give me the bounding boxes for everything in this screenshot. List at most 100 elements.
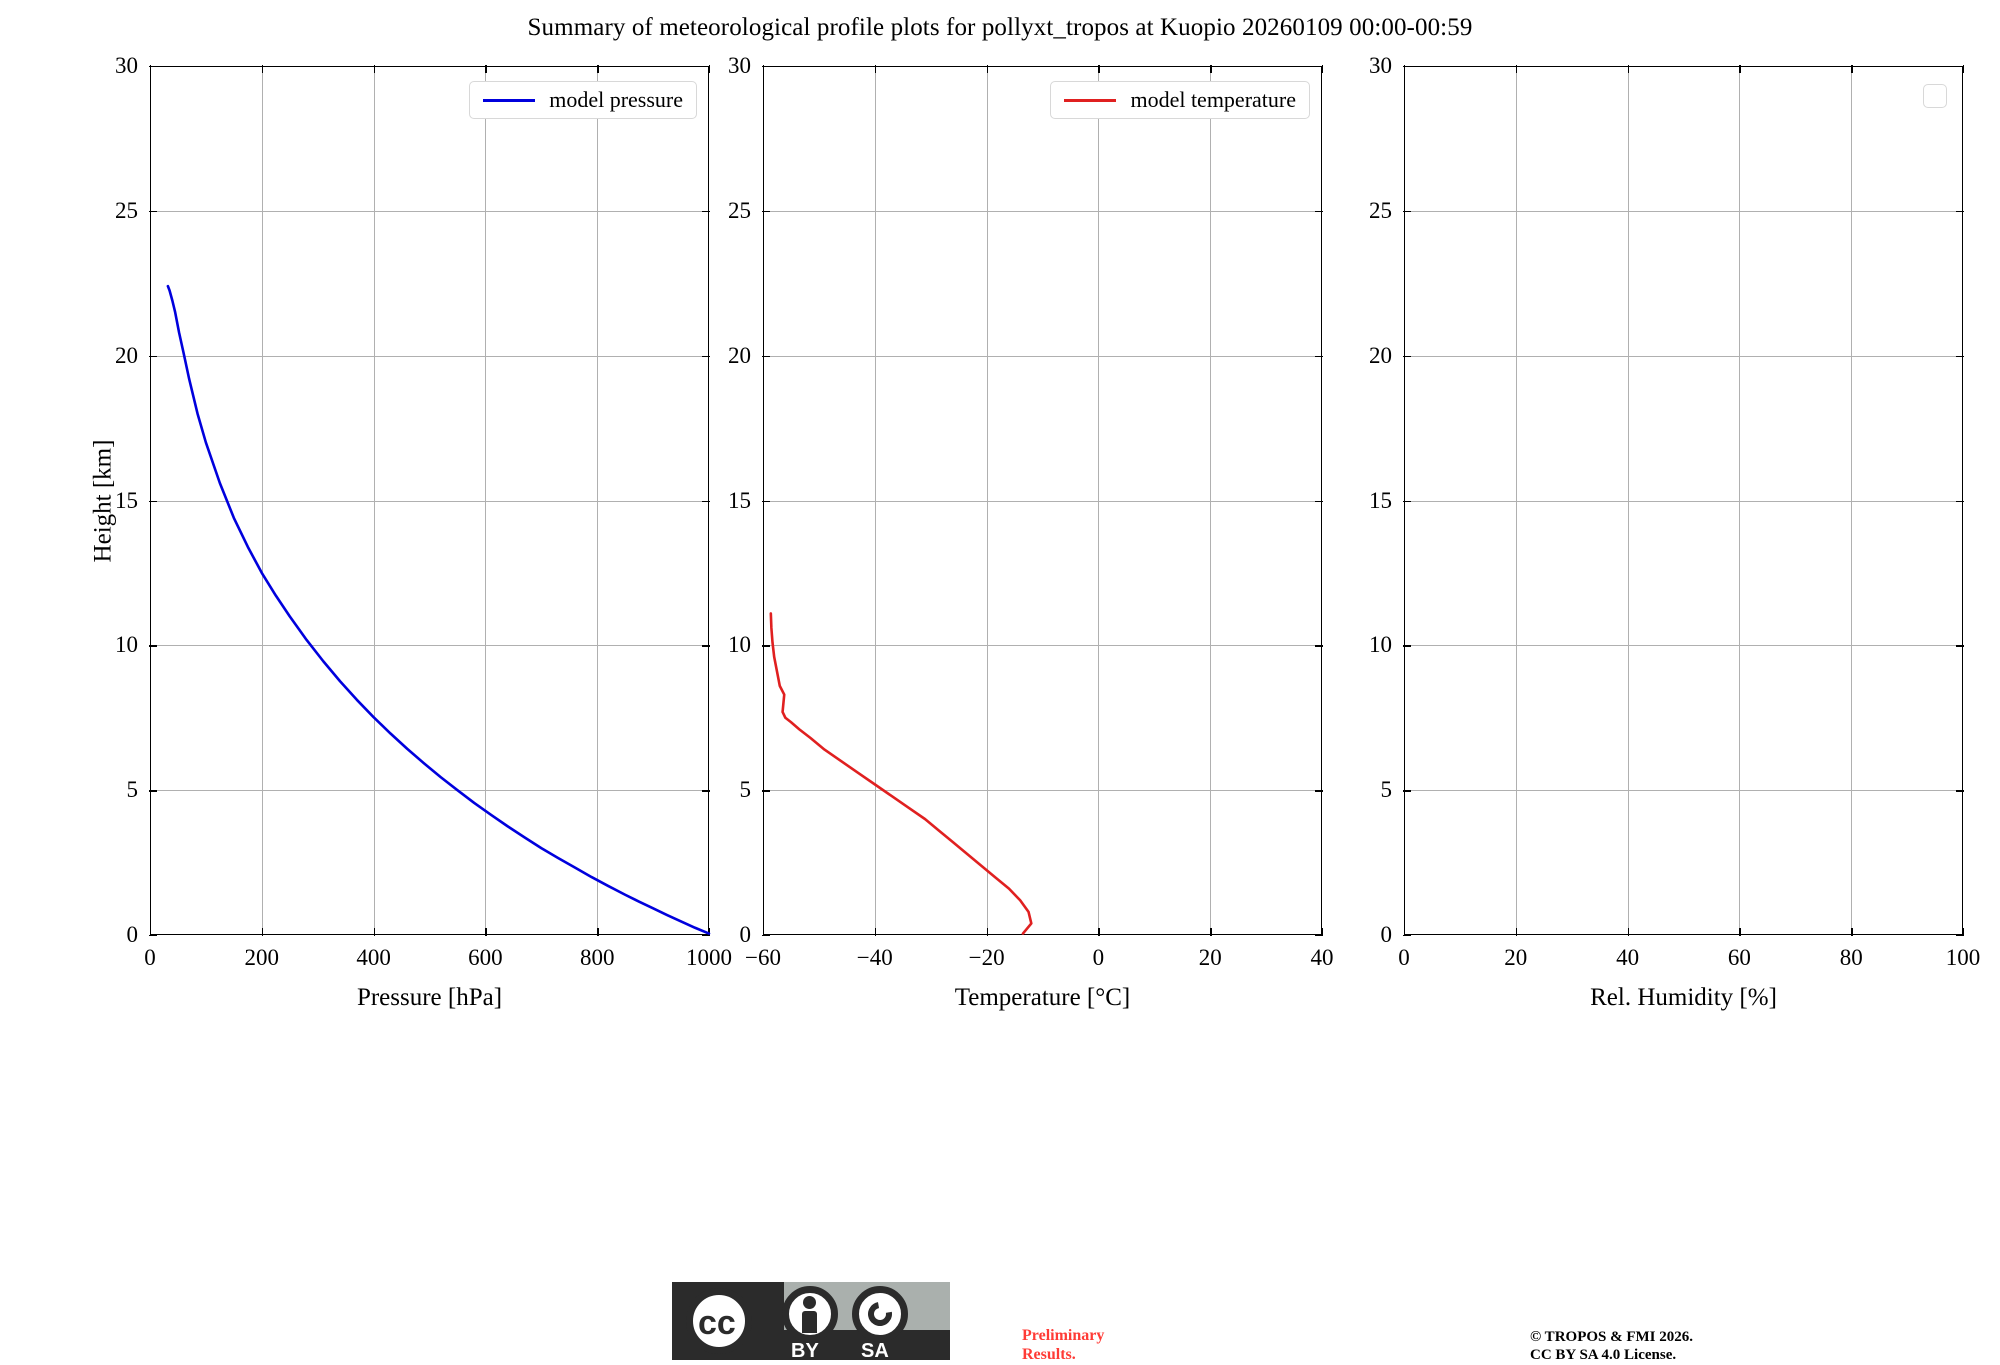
y-tick-mark — [762, 66, 770, 68]
copyright-line-2: CC BY SA 4.0 License. — [1530, 1347, 1677, 1363]
xaxis-title-pressure: Pressure [hPa] — [356, 984, 503, 1011]
x-tick-label: 400 — [356, 945, 391, 970]
series-layer — [166, 284, 711, 935]
panel-pressure: Height [km] Pressure [hPa] model pressur… — [89, 53, 732, 1011]
y-tick-label: 15 — [1369, 487, 1392, 513]
figure-title: Summary of meteorological profile plots … — [527, 14, 1473, 41]
x-tick-mark — [261, 928, 264, 936]
y-tick-label: 10 — [115, 632, 138, 658]
y-tick-label: 10 — [728, 632, 751, 658]
x-tick-mark — [1627, 65, 1629, 73]
x-tick-label: 1000 — [686, 945, 732, 970]
y-tick-label: 30 — [728, 53, 751, 78]
y-tick-label: 20 — [1369, 342, 1392, 368]
gridline-horizontal — [1404, 210, 1963, 212]
y-tick-mark — [762, 935, 770, 937]
gridline-horizontal — [763, 355, 1322, 357]
legend-line-pressure — [483, 98, 536, 102]
x-tick-mark — [485, 65, 487, 73]
preliminary-line-2: Results. — [1022, 1345, 1076, 1363]
legend-label-pressure: model pressure — [549, 87, 683, 112]
x-tick-mark — [1515, 928, 1518, 936]
x-tick-mark — [597, 928, 599, 936]
y-tick-label: 0 — [1380, 922, 1393, 947]
legend-line-temperature — [1064, 98, 1117, 102]
y-tick-mark — [1315, 935, 1323, 937]
y-tick-mark — [1315, 355, 1323, 358]
x-tick-mark — [261, 65, 264, 73]
x-tick-label: 40 — [1310, 945, 1334, 970]
x-tick-mark — [1322, 928, 1324, 936]
x-tick-mark — [485, 928, 487, 936]
x-tick-mark — [709, 928, 711, 936]
y-tick-label: 5 — [1380, 777, 1393, 803]
panel-temperature: Temperature [°C] model temperature −60 −4… — [728, 53, 1334, 1011]
y-tick-label: 5 — [739, 777, 752, 803]
x-tick-label: 800 — [579, 945, 615, 970]
y-tick-mark — [1403, 210, 1411, 213]
series-layer — [769, 612, 1033, 935]
gridline-horizontal — [763, 210, 1322, 212]
y-tick-mark — [149, 66, 157, 68]
y-tick-label: 25 — [115, 197, 138, 223]
x-tick-mark — [986, 65, 988, 73]
x-tick-mark — [1322, 65, 1324, 73]
x-tick-mark — [874, 928, 877, 936]
x-tick-label: 20 — [1198, 945, 1222, 970]
y-tick-mark — [762, 210, 770, 213]
y-tick-label: 20 — [115, 342, 138, 368]
x-tick-mark — [373, 928, 375, 936]
x-tick-label: −40 — [856, 945, 893, 970]
gridline-horizontal — [1404, 645, 1963, 647]
sa-label: SA — [861, 1340, 889, 1362]
cc-license-badge: cc BY SA — [672, 1282, 950, 1362]
cc-icon — [686, 1288, 752, 1354]
y-tick-mark — [149, 790, 157, 792]
y-tick-mark — [702, 355, 710, 358]
y-tick-label: 0 — [126, 922, 139, 947]
x-tick-label: −60 — [745, 945, 781, 970]
y-tick-mark — [1403, 500, 1411, 502]
y-tick-mark — [149, 500, 157, 502]
y-tick-mark — [149, 210, 157, 213]
preliminary-results-note: Preliminary Results. — [1022, 1327, 1104, 1365]
sa-icon — [852, 1286, 908, 1342]
y-tick-label: 0 — [739, 922, 752, 947]
legend-pressure: model pressure — [469, 81, 697, 119]
y-tick-mark — [1956, 500, 1964, 502]
by-person-glyph — [803, 1296, 816, 1309]
copyright-note: © TROPOS & FMI 2026. CC BY SA 4.0 Licens… — [1530, 1328, 1693, 1364]
gridline-horizontal — [763, 790, 1322, 792]
y-tick-mark — [1403, 935, 1411, 937]
y-tick-label: 10 — [1369, 632, 1392, 658]
x-tick-label: 600 — [468, 945, 503, 970]
y-tick-mark — [702, 790, 710, 792]
y-tick-label: 30 — [115, 53, 138, 78]
y-tick-mark — [1403, 66, 1411, 68]
xaxis-title-temperature: Temperature [°C] — [954, 984, 1131, 1011]
y-tick-mark — [1403, 790, 1411, 792]
y-tick-mark — [149, 935, 157, 937]
y-tick-mark — [702, 210, 710, 213]
y-tick-mark — [1315, 645, 1323, 647]
y-tick-label: 25 — [1369, 197, 1392, 223]
gridline-horizontal — [150, 645, 709, 647]
xaxis-title-humidity: Rel. Humidity [%] — [1590, 984, 1777, 1011]
x-tick-mark — [1851, 65, 1853, 73]
x-tick-mark — [150, 65, 152, 73]
x-tick-mark — [1515, 65, 1518, 73]
y-tick-mark — [149, 355, 157, 358]
x-tick-label: 0 — [1398, 945, 1410, 970]
copyright-line-1: © TROPOS & FMI 2026. — [1530, 1329, 1694, 1345]
x-tick-label: 100 — [1945, 945, 1981, 970]
x-tick-mark — [1851, 928, 1853, 936]
y-tick-mark — [762, 500, 770, 502]
y-tick-mark — [702, 500, 710, 502]
x-tick-mark — [763, 65, 765, 73]
gridline-horizontal — [150, 355, 709, 357]
yaxis-title-height: Height [km] — [89, 439, 117, 562]
y-tick-mark — [702, 645, 710, 647]
y-tick-mark — [1315, 790, 1323, 792]
y-tick-mark — [1956, 935, 1964, 937]
x-tick-mark — [1210, 928, 1212, 936]
